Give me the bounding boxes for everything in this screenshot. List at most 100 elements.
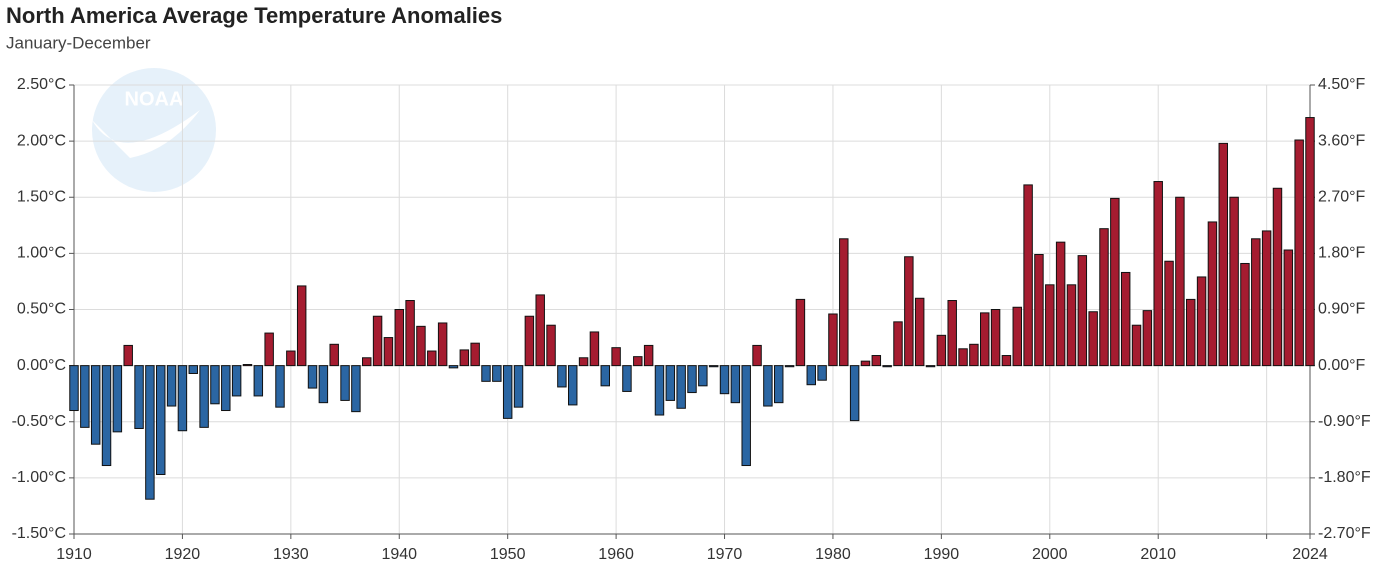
logo: NOAA [92, 68, 216, 192]
x-tick-label: 1940 [381, 546, 417, 563]
bar [1153, 181, 1163, 367]
bar [1034, 253, 1044, 367]
bar [600, 365, 610, 387]
bar [481, 365, 491, 382]
y2-tick-label: 0.00°F [1318, 357, 1366, 374]
bar [849, 365, 860, 422]
bar [1175, 196, 1185, 367]
bar [492, 365, 502, 382]
bar [1055, 241, 1066, 367]
bar [1186, 298, 1196, 367]
bar [611, 347, 621, 367]
bar [687, 365, 697, 394]
bar [817, 365, 827, 381]
bar [730, 365, 741, 404]
y-tick-label: -0.50°C [12, 413, 66, 430]
bar [1045, 284, 1055, 367]
y2-tick-label: 3.60°F [1318, 132, 1366, 149]
x-tick-label: 2000 [1032, 546, 1068, 563]
x-tick-label: 1910 [56, 546, 92, 563]
bar [1099, 228, 1109, 367]
bar [893, 321, 903, 367]
bar [719, 365, 730, 395]
bar [80, 365, 90, 428]
bar [1120, 271, 1131, 367]
bar [936, 334, 947, 367]
bar [535, 294, 545, 367]
y2-tick-label: 1.80°F [1318, 245, 1366, 262]
bar [990, 309, 1001, 367]
bar [676, 365, 686, 409]
bar [405, 300, 415, 367]
bar [698, 365, 708, 387]
x-tick-label: 1980 [815, 546, 851, 563]
bar [763, 365, 773, 407]
x-tick-label: 1990 [924, 546, 960, 563]
bar [1218, 142, 1228, 367]
y-tick-label: 1.50°C [17, 188, 66, 205]
y-tick-label: 2.50°C [17, 76, 66, 93]
bar [904, 256, 914, 367]
bar [286, 350, 296, 367]
bar [145, 365, 155, 500]
bar [437, 322, 448, 367]
bar [1066, 284, 1077, 367]
bar [1077, 255, 1088, 367]
bar [427, 350, 437, 367]
bar [296, 285, 307, 367]
bar [513, 365, 524, 408]
bar [708, 365, 719, 368]
bar [969, 343, 979, 367]
bar [1012, 306, 1022, 367]
bar [1251, 238, 1261, 367]
bar [166, 365, 177, 407]
bar [1240, 262, 1250, 367]
bar [1110, 197, 1120, 367]
chart-subtitle: January-December [6, 33, 151, 52]
bar [383, 337, 394, 367]
bar [589, 331, 600, 367]
bar [947, 300, 957, 367]
bar [839, 238, 849, 367]
x-tick-label: 1950 [490, 546, 526, 563]
bar [459, 349, 470, 367]
bar [1196, 276, 1207, 367]
bar [1001, 355, 1012, 367]
bar [101, 365, 112, 467]
bar [69, 365, 79, 412]
bar [1023, 184, 1033, 367]
x-tick-label: 1960 [598, 546, 634, 563]
y2-tick-label: -2.70°F [1318, 525, 1371, 542]
logo-wave [92, 110, 200, 158]
bar [795, 298, 806, 367]
y2-tick-label: -1.80°F [1318, 469, 1371, 486]
x-tick-label: 1930 [273, 546, 309, 563]
bar [231, 365, 242, 397]
bar [665, 365, 676, 401]
bar [253, 365, 264, 397]
bar [242, 364, 253, 367]
bar [741, 365, 751, 467]
bar [199, 365, 209, 428]
bar [914, 297, 925, 367]
logo-circle [92, 68, 216, 192]
bar [546, 324, 556, 367]
y2-tick-label: 0.90°F [1318, 301, 1366, 318]
x-tick-label: 2010 [1140, 546, 1176, 563]
y-tick-label: 2.00°C [17, 132, 66, 149]
bar [210, 365, 220, 405]
bar [882, 365, 892, 368]
bar [372, 315, 383, 367]
y-tick-label: -1.50°C [12, 525, 66, 542]
bar [806, 365, 816, 386]
bar [329, 343, 339, 367]
bar [633, 356, 643, 367]
y2-tick-label: 4.50°F [1318, 76, 1366, 93]
bar [524, 315, 535, 367]
bar [828, 313, 838, 367]
bar [416, 325, 426, 367]
chart-title: North America Average Temperature Anomal… [6, 3, 502, 28]
bar [1088, 311, 1098, 367]
x-tick-label: 1920 [165, 546, 201, 563]
